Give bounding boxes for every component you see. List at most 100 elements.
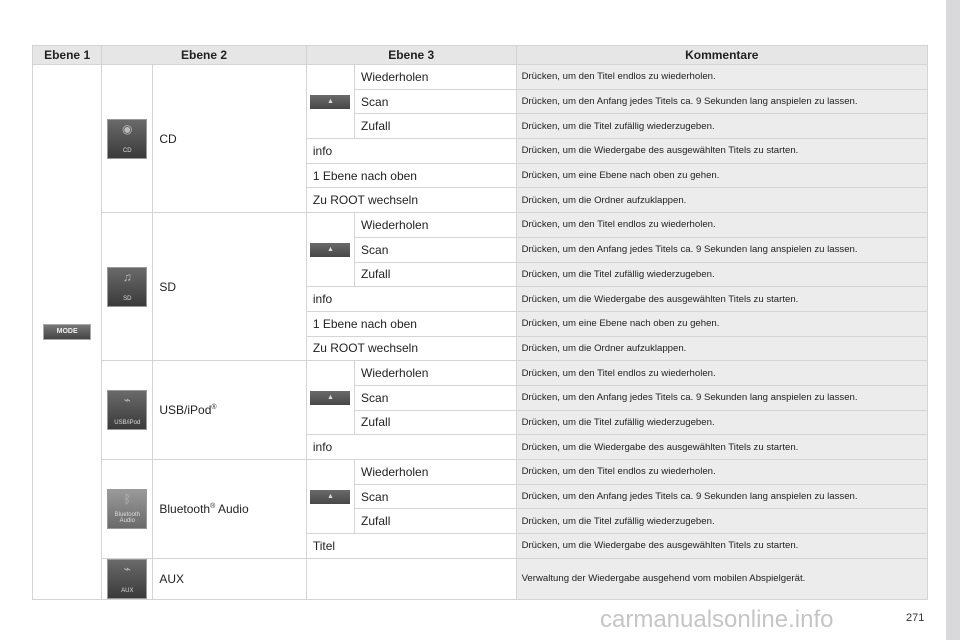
source-icon-cell: ⌁ USB/iPod [101, 360, 154, 460]
menu-item-label: Wiederholen [354, 212, 517, 238]
source-name-suffix: Audio [215, 501, 249, 516]
icon-caption: USB/iPod [114, 419, 141, 426]
table-row: info Drücken, um die Wiedergabe des ausge… [33, 434, 929, 460]
comment: Drücken, um die Titel zufällig wiederzug… [515, 508, 929, 535]
comment: Drücken, um den Anfang jedes Titels ca. … [515, 483, 929, 510]
source-label: AUX [152, 557, 307, 600]
icon-glyph: ♫ [122, 269, 132, 284]
mode-button[interactable]: MODE [43, 323, 92, 340]
up-arrow-button[interactable]: ▲ [310, 489, 351, 504]
comment: Drücken, um den Titel endlos zu wiederho… [515, 212, 929, 238]
table-row: ♫ SD SD ▲ Wiederholen Drücken, um den Titel e… [33, 212, 929, 362]
empty-cell [305, 557, 517, 600]
source-icon-cell: ♫ SD [101, 212, 154, 362]
comment: Drücken, um die Titel zufällig wiederzug… [515, 113, 929, 140]
source-icon-cell: ⌁ AUX [101, 557, 154, 600]
menu-item-label: Zu ROOT wechseln [305, 335, 517, 362]
menu-item-label: 1 Ebene nach oben [305, 162, 517, 189]
menu-item-label: Wiederholen [354, 360, 517, 386]
icon-glyph: ◉ [122, 121, 133, 136]
comment: Drücken, um die Titel zufällig wiederzug… [515, 409, 929, 436]
source-name: CD [159, 131, 177, 146]
source-icon-cell: ◉ CD [101, 63, 154, 214]
header-kommentare: Kommentare [515, 45, 929, 65]
source-label: CD [152, 63, 307, 214]
comment: Drücken, um den Anfang jedes Titels ca. … [515, 88, 929, 115]
up-arrow-button[interactable]: ▲ [310, 94, 351, 109]
table-row: ᛒ Bluetooth Audio Bluetooth® Audio ▲ Wiederh… [33, 458, 929, 559]
menu-item-label: Scan [354, 88, 517, 115]
table-row: Scan Drücken, um den Anfang jedes Titels … [33, 236, 929, 263]
mode-menu-table: Ebene 1 Ebene 2 Ebene 3 Kommentare MODE ◉… [31, 45, 929, 600]
ebene1-cell: MODE [31, 64, 103, 600]
table-row: info Drücken, um die Wiedergabe des ausge… [33, 138, 929, 164]
table-row: Zufall Drücken, um die Titel zufällig wie… [33, 409, 929, 436]
icon-glyph: ⌁ [123, 561, 131, 576]
header-ebene1: Ebene 1 [31, 45, 103, 65]
menu-item-label: Zufall [354, 113, 517, 140]
aux-cable-icon: ⌁ AUX [107, 558, 148, 599]
menu-item-label: info [305, 434, 517, 460]
source-label: SD [152, 212, 307, 362]
table-row: Scan Drücken, um den Anfang jedes Titels … [33, 483, 929, 510]
table-row: Titel Drücken, um die Wiedergabe des ausg… [33, 533, 929, 559]
comment: Drücken, um den Anfang jedes Titels ca. … [515, 236, 929, 263]
source-name: USB/iPod [159, 403, 212, 418]
menu-item-label: Wiederholen [354, 459, 517, 485]
table-row: Zufall Drücken, um die Titel zufällig wie… [33, 261, 929, 288]
menu-item-label: Wiederholen [354, 64, 517, 90]
comment: Drücken, um die Wiedergabe des ausgewähl… [515, 138, 929, 164]
comment: Drücken, um den Titel endlos zu wiederho… [515, 64, 929, 90]
registered-mark: ® [210, 502, 216, 510]
table-row: ⌁ USB/iPod USB/iPod® ▲ Wiederholen Drücken, u… [33, 360, 929, 460]
menu-item-label: info [305, 138, 517, 164]
table-row: Zu ROOT wechseln Drücken, um die Ordner a… [33, 187, 929, 214]
page-edge-bar [946, 0, 960, 640]
icon-glyph: ⌁ [123, 393, 131, 408]
menu-item-label: Zu ROOT wechseln [305, 187, 517, 214]
sd-card-icon: ♫ SD [107, 266, 148, 307]
header-ebene2: Ebene 2 [101, 45, 307, 65]
source-name: Bluetooth [159, 501, 211, 516]
cd-icon: ◉ CD [107, 118, 148, 159]
comment: Drücken, um die Wiedergabe des ausgewähl… [515, 286, 929, 312]
menu-item-label: 1 Ebene nach oben [305, 310, 517, 337]
usb-cable-icon: ⌁ USB/iPod [107, 390, 148, 431]
comment: Drücken, um den Titel endlos zu wiederho… [515, 360, 929, 386]
source-name: SD [159, 279, 177, 294]
menu-item-label: Scan [354, 483, 517, 510]
table-row: info Drücken, um die Wiedergabe des ausge… [33, 286, 929, 312]
comment: Drücken, um eine Ebene nach oben zu gehe… [515, 310, 929, 337]
table-row: Scan Drücken, um den Anfang jedes Titels … [33, 384, 929, 411]
source-icon-cell: ᛒ Bluetooth Audio [101, 459, 154, 559]
watermark: carmanualsonline.info [600, 606, 834, 633]
comment: Drücken, um den Titel endlos zu wiederho… [515, 459, 929, 485]
table-row: 1 Ebene nach oben Drücken, um eine Ebene … [33, 162, 929, 189]
header-ebene3: Ebene 3 [305, 45, 517, 65]
menu-item-label: Zufall [354, 409, 517, 436]
source-label: Bluetooth® Audio [152, 459, 307, 559]
table-row: Scan Drücken, um den Anfang jedes Titels … [33, 88, 929, 115]
up-arrow-button[interactable]: ▲ [310, 242, 351, 257]
comment: Drücken, um eine Ebene nach oben zu gehe… [515, 162, 929, 189]
registered-mark: ® [211, 404, 217, 412]
menu-item-label: Zufall [354, 261, 517, 288]
icon-caption: SD [123, 296, 132, 303]
arrow-cell: ▲ [305, 458, 356, 535]
icon-caption: CD [122, 147, 132, 154]
comment: Verwaltung der Wiedergabe ausgehend vom … [515, 557, 929, 600]
icon-caption: AUX [121, 588, 134, 595]
menu-item-label: Titel [305, 533, 517, 559]
menu-item-label: info [305, 286, 517, 312]
up-arrow-button[interactable]: ▲ [310, 390, 351, 405]
comment: Drücken, um die Titel zufällig wiederzug… [515, 261, 929, 288]
table-row: Zu ROOT wechseln Drücken, um die Ordner a… [33, 335, 929, 362]
page-number: 271 [906, 612, 925, 624]
comment: Drücken, um die Ordner aufzuklappen. [515, 335, 929, 362]
menu-item-label: Scan [354, 236, 517, 263]
source-label: USB/iPod® [152, 360, 307, 460]
table-row: Zufall Drücken, um die Titel zufällig wie… [33, 113, 929, 140]
source-name: AUX [159, 571, 185, 586]
table-row: MODE ◉ CD CD ▲ Wiederholen Drücken, um den Tit… [31, 63, 929, 600]
icon-caption: Bluetooth Audio [114, 511, 140, 525]
